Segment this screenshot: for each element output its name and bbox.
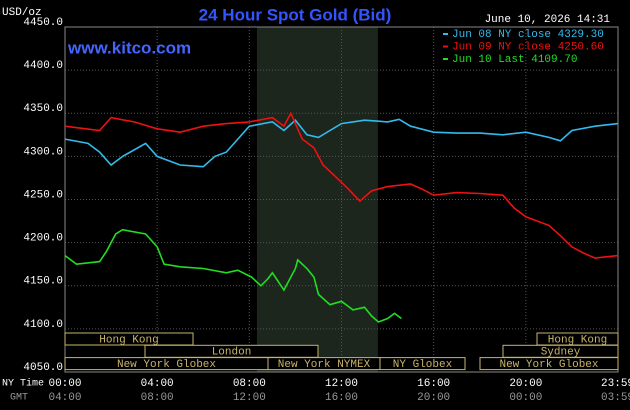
watermark: www.kitco.com bbox=[67, 38, 191, 57]
plot-frame bbox=[64, 26, 619, 373]
y-tick-label: 4250.0 bbox=[23, 189, 63, 201]
y-tick-label: 4400.0 bbox=[23, 60, 63, 72]
x-tick-label: 08:00 bbox=[233, 378, 266, 390]
session-box bbox=[479, 357, 619, 371]
gmt-tick-label: 08:00 bbox=[141, 392, 174, 404]
session-label: New York Globex bbox=[117, 359, 216, 371]
price-line bbox=[64, 228, 402, 323]
x-row-label: GMT bbox=[10, 393, 28, 404]
session-label: Hong Kong bbox=[548, 334, 607, 346]
legend-label: Jun 09 NY close 4250.60 bbox=[452, 41, 604, 53]
session-label: Sydney bbox=[541, 347, 581, 359]
session-label: New York Globex bbox=[499, 359, 598, 371]
session-box bbox=[64, 332, 194, 346]
x-row-label: NY Time bbox=[2, 378, 44, 390]
y-tick-label: 4150.0 bbox=[23, 276, 63, 288]
gmt-tick-label: 16:00 bbox=[325, 392, 358, 404]
legend-label: Jun 10 Last 4109.70 bbox=[452, 54, 577, 66]
x-tick-label: 20:00 bbox=[509, 378, 542, 390]
gmt-tick-label: 03:59 bbox=[601, 392, 630, 404]
legend-swatch bbox=[443, 33, 448, 35]
gmt-tick-label: 12:00 bbox=[233, 392, 266, 404]
x-tick-label: 23:59 bbox=[601, 378, 630, 390]
price-line bbox=[64, 118, 619, 168]
legend-swatch bbox=[443, 58, 448, 60]
y-tick-label: 4200.0 bbox=[23, 233, 63, 245]
session-box bbox=[379, 357, 466, 371]
chart-title: 24 Hour Spot Gold (Bid) bbox=[199, 5, 392, 24]
gmt-tick-label: 04:00 bbox=[48, 392, 81, 404]
y-tick-label: 4050.0 bbox=[23, 362, 63, 374]
session-label: New York NYMEX bbox=[278, 359, 371, 371]
x-tick-label: 16:00 bbox=[417, 378, 450, 390]
gmt-tick-label: 20:00 bbox=[417, 392, 450, 404]
x-tick-label: 00:00 bbox=[48, 378, 81, 390]
y-tick-label: 4300.0 bbox=[23, 146, 63, 158]
y-tick-label: 4450.0 bbox=[23, 17, 63, 29]
y-tick-label: 4100.0 bbox=[23, 319, 63, 331]
x-tick-label: 04:00 bbox=[141, 378, 174, 390]
session-label: Hong Kong bbox=[99, 334, 158, 346]
timestamp: June 10, 2026 14:31 bbox=[485, 14, 611, 26]
x-tick-label: 12:00 bbox=[325, 378, 358, 390]
y-tick-label: 4350.0 bbox=[23, 103, 63, 115]
session-label: London bbox=[212, 347, 252, 359]
price-line bbox=[64, 111, 619, 259]
session-label: NY Globex bbox=[393, 359, 453, 371]
gmt-tick-label: 00:00 bbox=[509, 392, 542, 404]
legend-label: Jun 08 NY close 4329.30 bbox=[452, 29, 604, 41]
unit-label: USD/oz bbox=[2, 7, 42, 19]
legend-swatch bbox=[443, 45, 448, 48]
